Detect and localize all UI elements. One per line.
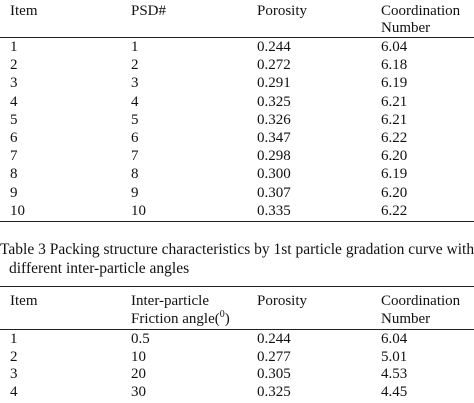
table-2-cell-col2: 10 <box>131 202 146 219</box>
table-2-cell-col2: 7 <box>131 148 139 165</box>
table-3-cell-item: 3 <box>10 366 18 383</box>
table-2-row: 5 5 0.326 6.21 <box>0 111 474 129</box>
table-3-cell-item: 4 <box>10 383 18 400</box>
table-2-row: 6 6 0.347 6.22 <box>0 129 474 147</box>
table-3-cell-col2: 0.5 <box>131 331 150 347</box>
table-3-row: 4 30 0.325 4.45 <box>0 383 474 401</box>
table-2-cell-col2: 9 <box>131 184 139 201</box>
table-2-cell-item: 6 <box>10 130 18 146</box>
table-2-cell-coordination: 6.19 <box>381 166 408 183</box>
t3-header-item: Item <box>10 293 38 309</box>
table-2-row: 1 1 0.244 6.04 <box>0 38 474 56</box>
table-2-cell-item: 8 <box>10 166 18 183</box>
t3-header-angle-line2: Friction angle(0) <box>131 309 230 328</box>
table-2-cell-col2: 6 <box>131 130 139 146</box>
table-2-cell-coordination: 6.19 <box>381 75 408 92</box>
table-2-cell-coordination: 6.21 <box>381 93 408 110</box>
table-3-cell-porosity: 0.325 <box>257 383 291 400</box>
table-2-cell-item: 3 <box>10 75 18 92</box>
table-3-caption: Table 3 Packing structure characteristic… <box>0 240 474 278</box>
table-2-cell-coordination: 6.18 <box>381 57 408 74</box>
table-2-cell-col2: 4 <box>131 93 139 110</box>
header-coordination: Coordination <box>381 3 461 19</box>
table-3-cell-porosity: 0.305 <box>257 366 291 383</box>
table-2-cell-col2: 8 <box>131 166 139 183</box>
table-2-cell-porosity: 0.244 <box>257 39 291 55</box>
table-3-cell-col2: 30 <box>131 383 146 400</box>
table-2-row: 7 7 0.298 6.20 <box>0 147 474 165</box>
table-2-row: 2 2 0.272 6.18 <box>0 56 474 74</box>
table-2-cell-porosity: 0.335 <box>257 202 291 219</box>
t3-header-porosity: Porosity <box>257 293 308 309</box>
caption-line-1: Table 3 Packing structure characteristic… <box>0 241 474 258</box>
table-2-cell-item: 9 <box>10 184 18 201</box>
table-2-bottom-rule <box>0 221 474 222</box>
table-3-row: 1 0.5 0.244 6.04 <box>0 330 474 348</box>
table-2-row: 8 8 0.300 6.19 <box>0 165 474 183</box>
table-2-row: 9 9 0.307 6.20 <box>0 184 474 202</box>
table-3-cell-item: 1 <box>10 331 18 347</box>
table-2-cell-col2: 2 <box>131 57 139 74</box>
table-2-cell-coordination: 6.20 <box>381 184 408 201</box>
table-2-cell-coordination: 6.22 <box>381 130 408 146</box>
table-3-cell-item: 2 <box>10 348 18 365</box>
table-2-cell-porosity: 0.325 <box>257 93 291 110</box>
caption-line-2: different inter-particle angles <box>9 260 190 277</box>
table-2-cell-item: 1 <box>10 39 18 55</box>
header-porosity: Porosity <box>257 3 308 19</box>
table-3-row: 2 10 0.277 5.01 <box>0 348 474 366</box>
table-2-cell-coordination: 6.21 <box>381 111 408 128</box>
table-2-cell-item: 4 <box>10 93 18 110</box>
table-2-cell-porosity: 0.347 <box>257 130 291 146</box>
t3-header-angle-line1: Inter-particle <box>131 293 209 309</box>
table-2-cell-porosity: 0.307 <box>257 184 291 201</box>
table-3-cell-coordination: 4.45 <box>381 383 408 400</box>
table-3-cell-col2: 20 <box>131 366 146 383</box>
table-2-cell-porosity: 0.272 <box>257 57 291 74</box>
table-3-row: 3 20 0.305 4.53 <box>0 365 474 383</box>
table-2-header-rule <box>0 37 474 38</box>
table-2-cell-porosity: 0.300 <box>257 166 291 183</box>
table-2-row: 4 4 0.325 6.21 <box>0 93 474 111</box>
table-2-row: 10 10 0.335 6.22 <box>0 202 474 220</box>
table-2-cell-item: 2 <box>10 57 18 74</box>
table-2-cell-col2: 3 <box>131 75 139 92</box>
table-2-cell-col2: 5 <box>131 111 139 128</box>
table-3-cell-coordination: 5.01 <box>381 348 408 365</box>
table-2-cell-porosity: 0.326 <box>257 111 291 128</box>
table-3-cell-col2: 10 <box>131 348 146 365</box>
degree-superscript: 0 <box>219 309 225 320</box>
header-item: Item <box>10 3 38 19</box>
table-2-cell-item: 5 <box>10 111 18 128</box>
table-2-cell-item: 7 <box>10 148 18 165</box>
table-2-cell-item: 10 <box>10 202 25 219</box>
table-3-cell-coordination: 4.53 <box>381 366 408 383</box>
table-2-row: 3 3 0.291 6.19 <box>0 74 474 92</box>
table-2-cell-coordination: 6.20 <box>381 148 408 165</box>
table-3-top-rule <box>0 286 474 287</box>
table-3-cell-coordination: 6.04 <box>381 331 408 347</box>
t3-header-number: Number <box>381 311 431 327</box>
table-2-cell-porosity: 0.291 <box>257 75 291 92</box>
table-3-header-rule <box>0 329 474 330</box>
t3-header-coordination: Coordination <box>381 293 461 309</box>
table-2-cell-coordination: 6.22 <box>381 202 408 219</box>
header-number: Number <box>381 20 431 36</box>
table-3-cell-porosity: 0.277 <box>257 348 291 365</box>
table-3-cell-porosity: 0.244 <box>257 331 291 347</box>
table-2-cell-coordination: 6.04 <box>381 39 408 55</box>
table-2-cell-porosity: 0.298 <box>257 148 291 165</box>
table-2-cell-col2: 1 <box>131 39 139 55</box>
header-psd: PSD# <box>131 3 167 19</box>
